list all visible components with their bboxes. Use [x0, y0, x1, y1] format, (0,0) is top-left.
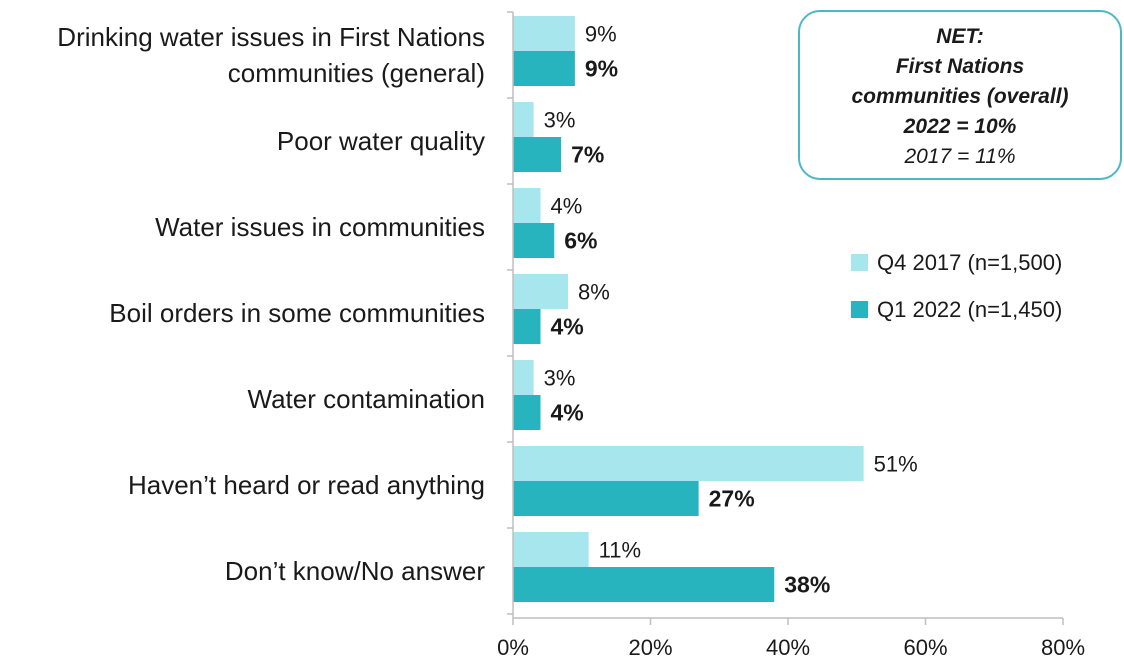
- net-summary-box: NET: First Nations communities (overall)…: [798, 10, 1122, 180]
- data-label: 7%: [571, 142, 604, 168]
- category-label: Poor water quality: [277, 126, 485, 156]
- x-tick-label: 80%: [1041, 635, 1085, 660]
- data-label: 27%: [709, 486, 755, 512]
- data-label: 8%: [578, 280, 610, 305]
- x-tick-label: 40%: [766, 635, 810, 660]
- legend-swatch: [851, 254, 868, 271]
- data-label: 38%: [784, 572, 830, 598]
- net-title: NET:: [936, 25, 984, 48]
- bar: [513, 223, 555, 258]
- data-label: 11%: [599, 538, 641, 563]
- category-label: communities (general): [228, 58, 485, 88]
- net-2022-value: 2022 = 10%: [903, 115, 1017, 138]
- data-label: 4%: [551, 400, 584, 426]
- legend-label: Q1 2022 (n=1,450): [877, 297, 1062, 322]
- legend: Q4 2017 (n=1,500) Q1 2022 (n=1,450): [851, 250, 1062, 322]
- category-label: Haven’t heard or read anything: [128, 470, 485, 500]
- data-label: 4%: [551, 314, 584, 340]
- category-label: Water issues in communities: [155, 212, 485, 242]
- data-label: 4%: [551, 194, 583, 219]
- category-label: Boil orders in some communities: [109, 298, 485, 328]
- bars-group: [513, 16, 864, 602]
- net-line-communities: communities (overall): [851, 85, 1069, 108]
- bar: [513, 137, 562, 172]
- data-label: 9%: [585, 22, 617, 47]
- bar: [513, 274, 568, 309]
- bar: [513, 395, 541, 430]
- net-line-first-nations: First Nations: [895, 55, 1025, 78]
- bar: [513, 188, 541, 223]
- category-label: Don’t know/No answer: [225, 556, 485, 586]
- bar: [513, 309, 541, 344]
- data-label: 51%: [874, 452, 918, 477]
- axes: 0% 20% 40% 60% 80%: [497, 11, 1085, 660]
- legend-swatch: [851, 301, 868, 318]
- data-label: 3%: [544, 108, 576, 133]
- bar: [513, 446, 864, 481]
- bar: [513, 481, 699, 516]
- x-tick-label: 20%: [628, 635, 672, 660]
- category-label: Drinking water issues in First Nations: [57, 22, 485, 52]
- category-label: Water contamination: [248, 384, 485, 414]
- bar: [513, 51, 575, 86]
- bar: [513, 102, 534, 137]
- data-label: 6%: [564, 228, 597, 254]
- x-tick-label: 0%: [497, 635, 529, 660]
- bar: [513, 567, 775, 602]
- legend-label: Q4 2017 (n=1,500): [877, 250, 1062, 275]
- bar: [513, 360, 534, 395]
- net-2017-value: 2017 = 11%: [904, 145, 1016, 168]
- data-label: 9%: [585, 56, 618, 82]
- data-label: 3%: [544, 366, 576, 391]
- category-labels: Drinking water issues in First Nations co…: [57, 22, 485, 586]
- bar: [513, 532, 589, 567]
- bar: [513, 16, 575, 51]
- value-labels: 9% 9% 3% 7% 4% 6% 8% 4% 3% 4% 51% 27% 11% 38%: [544, 22, 918, 598]
- x-tick-label: 60%: [903, 635, 947, 660]
